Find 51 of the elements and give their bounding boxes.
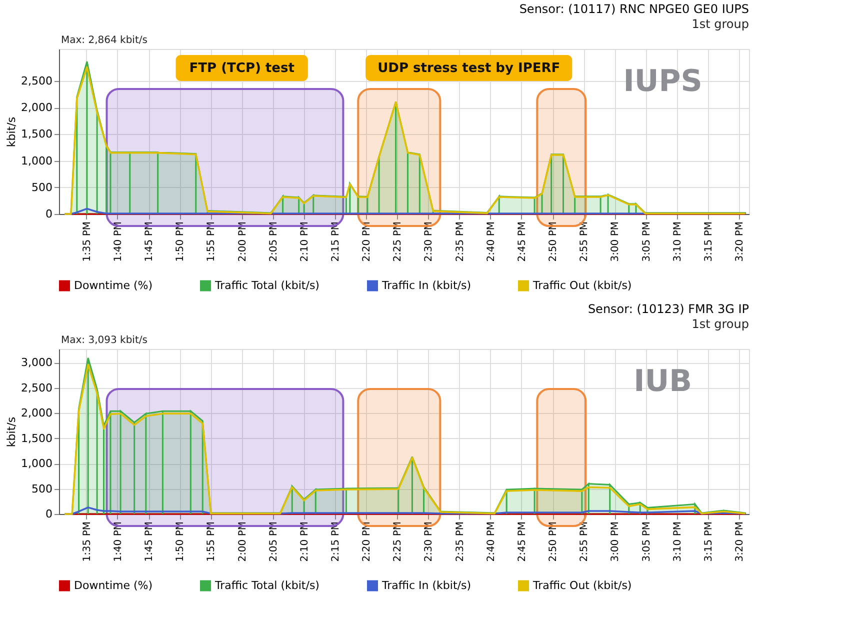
- y-axis-title: kbit/s: [5, 416, 18, 448]
- x-tick-label: 2:35 PM: [454, 222, 466, 262]
- x-tick-label: 3:20 PM: [734, 222, 746, 262]
- y-tick-label: 1,000: [21, 457, 52, 470]
- x-tick-label: 2:35 PM: [454, 522, 466, 562]
- x-tick-label: 3:10 PM: [672, 522, 684, 562]
- x-tick-label: 2:40 PM: [486, 522, 497, 562]
- x-tick-label: 2:45 PM: [516, 222, 528, 262]
- x-tick-label: 2:40 PM: [486, 222, 497, 262]
- legend-label: Traffic Out (kbit/s): [532, 578, 632, 592]
- legend-label: Traffic Total (kbit/s): [214, 278, 320, 292]
- x-tick-label: 3:05 PM: [641, 222, 652, 262]
- text: Max: 2,864 kbit/s: [61, 35, 148, 46]
- annotation: UDP stress test by IPERF: [378, 61, 560, 76]
- chart-subtitle: 1st group: [692, 317, 749, 331]
- legend-label: Downtime (%): [74, 278, 153, 292]
- x-tick-label: 3:00 PM: [610, 222, 622, 262]
- x-tick-label: 2:45 PM: [516, 522, 528, 562]
- y-tick-label: 0: [46, 208, 52, 220]
- annotation: FTP (TCP) test: [189, 61, 294, 76]
- x-tick-label: 3:00 PM: [610, 522, 622, 562]
- x-tick-label: 3:05 PM: [641, 522, 652, 562]
- y-tick-label: 3,000: [21, 356, 52, 370]
- y-tick-label: 2,500: [21, 381, 52, 394]
- y-tick-label: 0: [46, 508, 52, 520]
- text: Max: 3,093 kbit/s: [61, 335, 148, 346]
- y-axis-title: kbit/s: [5, 116, 18, 148]
- annotation: IUB: [634, 364, 692, 399]
- y-tick-label: 1,500: [21, 128, 52, 141]
- chart-subtitle: 1st group: [692, 17, 749, 31]
- y-tick-label: 2,500: [21, 74, 52, 88]
- y-tick-label: 500: [32, 180, 52, 194]
- y-tick-label: 2,000: [21, 101, 52, 114]
- chart-title: Sensor: (10123) FMR 3G IP: [588, 302, 749, 316]
- chart-title: Sensor: (10117) RNC NPGE0 GE0 IUPS: [519, 2, 749, 16]
- x-tick-label: 3:15 PM: [703, 222, 714, 262]
- x-tick-label: 3:20 PM: [734, 522, 746, 562]
- legend-label: Traffic Out (kbit/s): [532, 278, 632, 292]
- x-tick-label: 3:10 PM: [672, 222, 684, 262]
- legend-label: Traffic In (kbit/s): [381, 278, 471, 292]
- y-tick-label: 1,000: [21, 154, 52, 168]
- x-tick-label: 3:15 PM: [703, 522, 714, 562]
- y-tick-label: 2,000: [21, 406, 52, 420]
- legend-label: Downtime (%): [74, 578, 153, 592]
- y-tick-label: 1,500: [21, 432, 52, 445]
- x-tick-label: 1:35 PM: [82, 222, 93, 262]
- annotation: IUPS: [623, 64, 702, 99]
- legend-label: Traffic In (kbit/s): [381, 578, 471, 592]
- y-tick-label: 500: [32, 482, 52, 496]
- x-tick-label: 1:35 PM: [82, 522, 93, 562]
- legend-label: Traffic Total (kbit/s): [214, 578, 320, 592]
